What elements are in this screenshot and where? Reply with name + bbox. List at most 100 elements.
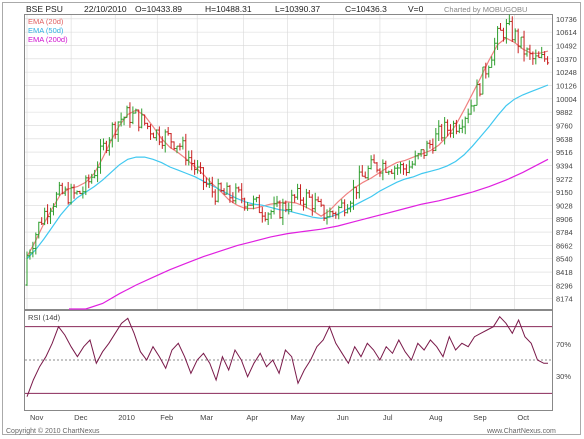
close-value: C=10436.3 [345, 4, 387, 14]
ohlc-bar [93, 169, 97, 179]
ohlc-bar [451, 120, 455, 138]
ohlc-bar [351, 179, 355, 210]
ohlc-bar [54, 191, 58, 208]
ohlc-bar [307, 189, 311, 198]
ohlc-bar [69, 183, 73, 205]
ohlc-bar [201, 167, 205, 191]
x-tick-label: Mar [200, 413, 213, 422]
ohlc-bar [72, 184, 76, 199]
ohlc-bar [522, 30, 526, 62]
ohlc-bar [325, 209, 329, 225]
price-tick-label: 10004 [556, 95, 577, 104]
ohlc-bar [384, 160, 388, 173]
ohlc-bar [25, 251, 29, 286]
ohlc-bar [372, 154, 376, 164]
series-line-ema200 [69, 158, 549, 310]
ohlc-bar [257, 194, 261, 214]
ohlc-bar [272, 196, 276, 215]
ohlc-bar [110, 122, 114, 148]
price-tick-label: 9638 [556, 135, 573, 144]
ohlc-bar [390, 169, 394, 175]
price-tick-label: 10370 [556, 55, 577, 64]
x-tick-label: Oct [517, 413, 530, 422]
ohlc-bar [157, 126, 161, 146]
ohlc-bar [513, 28, 517, 43]
ohlc-bar [507, 14, 511, 26]
ohlc-bar [419, 149, 423, 157]
ohlc-bar [31, 241, 35, 258]
price-tick-label: 8784 [556, 228, 573, 237]
ohlc-bar [401, 162, 405, 175]
ohlc-bar [281, 198, 285, 226]
ohlc-bar [304, 188, 308, 209]
ohlc-bar [107, 137, 111, 156]
ohlc-bar [413, 150, 417, 166]
ohlc-bar [163, 129, 167, 153]
ohlc-bar [337, 205, 341, 220]
series-line-ema50 [26, 84, 549, 260]
ohlc-bar [428, 139, 432, 149]
ohlc-bar [237, 186, 241, 193]
ohlc-bar [231, 192, 235, 204]
ohlc-bar [266, 212, 270, 225]
ohlc-bar [287, 202, 291, 215]
series-line-ema20 [26, 37, 549, 257]
price-tick-label: 10736 [556, 15, 577, 24]
ohlc-bar [349, 200, 353, 213]
ohlc-bar [216, 178, 220, 203]
ohlc-bar [196, 160, 200, 174]
ohlc-bar [169, 133, 173, 149]
price-tick-label: 8296 [556, 281, 573, 290]
ohlc-bar [290, 189, 294, 212]
date-label: 22/10/2010 [84, 4, 127, 14]
ohlc-bar [299, 184, 303, 205]
ohlc-bar [113, 121, 117, 139]
ohlc-bar [222, 188, 226, 195]
ohlc-bar [360, 165, 364, 177]
ohlc-bar [469, 99, 473, 115]
ohlc-bar [363, 171, 367, 179]
ohlc-bar [137, 109, 141, 132]
footer-brand: www.ChartNexus.com [486, 428, 556, 435]
price-tick-label: 9028 [556, 201, 573, 210]
ohlc-bar [204, 177, 208, 188]
ohlc-bar [172, 141, 176, 151]
ohlc-bar [122, 116, 126, 126]
ohlc-bar [334, 211, 338, 219]
ohlc-bar [399, 161, 403, 174]
ohlc-bar [310, 194, 314, 216]
price-tick-label: 8174 [556, 295, 573, 304]
ohlc-bar [37, 221, 41, 239]
ohlc-bar [219, 182, 223, 193]
price-tick-label: 9272 [556, 175, 573, 184]
ohlc-bar [34, 232, 38, 255]
ohlc-bar [146, 122, 150, 130]
ohlc-bar [434, 128, 438, 152]
ohlc-bar [301, 197, 305, 211]
ohlc-bar [210, 176, 214, 198]
ohlc-bar [96, 161, 100, 183]
x-tick-label: 2010 [118, 413, 135, 422]
rsi-tick-70: 70% [556, 340, 571, 349]
ohlc-bar [416, 152, 420, 160]
ohlc-bar [322, 204, 326, 222]
ohlc-bar [57, 181, 61, 196]
price-grid [25, 15, 552, 410]
ohlc-bar [181, 136, 185, 150]
ohlc-bar [528, 44, 532, 60]
ohlc-bar [134, 108, 138, 114]
ohlc-bar [254, 196, 258, 203]
rsi-tick-30: 30% [556, 372, 571, 381]
ohlc-bar [90, 173, 94, 184]
price-tick-label: 8662 [556, 241, 573, 250]
ohlc-bar [251, 195, 255, 210]
ohlc-bar [207, 177, 211, 189]
ohlc-bar [490, 56, 494, 68]
ohlc-bar [525, 47, 529, 57]
ohlc-bar [149, 124, 153, 140]
x-tick-label: Dec [74, 413, 88, 422]
ohlc-bar [366, 165, 370, 181]
legend-item-ema20: EMA (20d) [28, 17, 64, 26]
ohlc-bar [269, 209, 273, 219]
